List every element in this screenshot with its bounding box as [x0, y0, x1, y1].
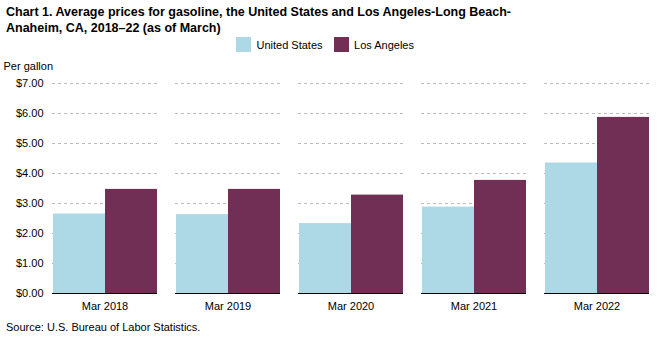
svg-text:$4.00: $4.00 — [16, 167, 44, 179]
html-text:United States: United States — [256, 38, 323, 51]
svg-text:$1.00: $1.00 — [16, 257, 44, 269]
html-text:Source: U.S. Bureau of Labor S: Source: U.S. Bureau of Labor Statistics. — [6, 320, 201, 333]
svg-text:Mar 2021: Mar 2021 — [451, 300, 497, 312]
svg-text:Per gallon: Per gallon — [4, 60, 54, 72]
svg-text:Mar 2022: Mar 2022 — [574, 300, 620, 312]
svg-text:$0.00: $0.00 — [16, 287, 44, 299]
html-text:Chart 1. Average prices for ga: Chart 1. Average prices for gasoline, th… — [6, 5, 511, 36]
svg-text:$5.00: $5.00 — [16, 137, 44, 149]
svg-text:Mar 2019: Mar 2019 — [205, 300, 251, 312]
svg-text:$6.00: $6.00 — [16, 107, 44, 119]
svg-text:Mar 2020: Mar 2020 — [328, 300, 374, 312]
svg-text:Mar 2018: Mar 2018 — [82, 300, 128, 312]
html-text:Los Angeles: Los Angeles — [354, 38, 414, 51]
svg-text:$7.00: $7.00 — [16, 77, 44, 89]
svg-text:$2.00: $2.00 — [16, 227, 44, 239]
svg-text:$3.00: $3.00 — [16, 197, 44, 209]
